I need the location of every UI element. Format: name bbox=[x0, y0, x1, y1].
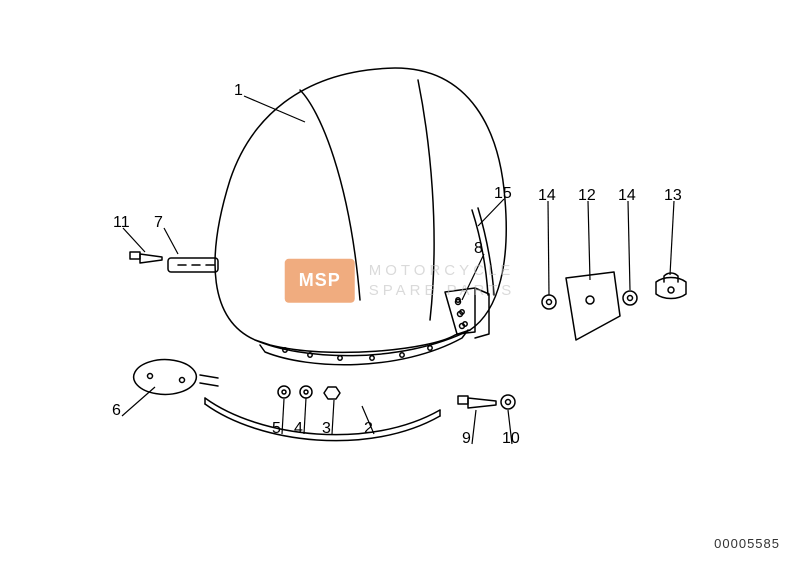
callout-label-6: 6 bbox=[112, 402, 121, 420]
callout-label-8: 8 bbox=[474, 240, 483, 258]
callout-label-13: 13 bbox=[664, 187, 682, 205]
callout-label-4: 4 bbox=[294, 420, 303, 438]
callout-label-15: 15 bbox=[494, 185, 512, 203]
callout-label-2: 2 bbox=[364, 420, 373, 438]
diagram-canvas: MSP MOTORCYCLE SPARE PARTS 1117654329108… bbox=[0, 0, 800, 565]
callout-label-5: 5 bbox=[272, 420, 281, 438]
callout-label-10: 10 bbox=[502, 430, 520, 448]
callout-label-7: 7 bbox=[154, 214, 163, 232]
diagram-svg bbox=[0, 0, 800, 565]
callout-label-1: 1 bbox=[234, 82, 243, 100]
diagram-id: 00005585 bbox=[714, 536, 780, 551]
callout-label-12: 12 bbox=[578, 187, 596, 205]
callout-label-3: 3 bbox=[322, 420, 331, 438]
callout-label-14a: 14 bbox=[538, 187, 556, 205]
callout-label-14b: 14 bbox=[618, 187, 636, 205]
callout-label-11: 11 bbox=[113, 214, 130, 232]
callout-label-9: 9 bbox=[462, 430, 471, 448]
